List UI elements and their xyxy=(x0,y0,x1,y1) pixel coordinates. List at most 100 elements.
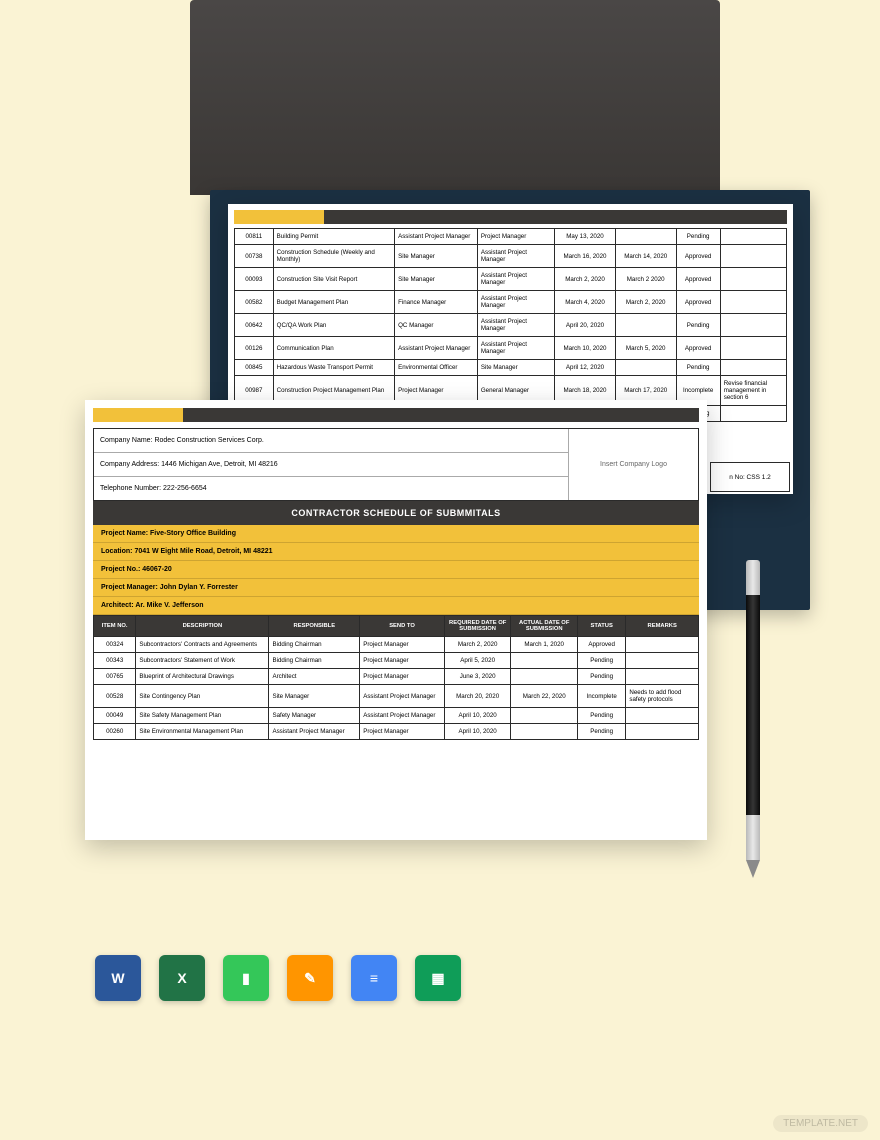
cell-desc: QC/QA Work Plan xyxy=(273,314,394,337)
cell-resp: Assistant Project Manager xyxy=(269,724,360,740)
cell-req: March 4, 2020 xyxy=(555,291,616,314)
cell-rem xyxy=(626,653,699,669)
cell-item: 00049 xyxy=(94,708,136,724)
col-desc: DESCRIPTION xyxy=(136,616,269,637)
cell-rem xyxy=(720,268,786,291)
cell-req: April 20, 2020 xyxy=(555,314,616,337)
cell-desc: Communication Plan xyxy=(273,337,394,360)
table-row: 00738Construction Schedule (Weekly and M… xyxy=(235,245,787,268)
cell-send: Assistant Project Manager xyxy=(477,337,554,360)
cell-send: Project Manager xyxy=(360,724,445,740)
cell-req: March 16, 2020 xyxy=(555,245,616,268)
cell-act: March 2, 2020 xyxy=(615,291,676,314)
cell-stat: Pending xyxy=(676,314,720,337)
cell-rem: Revise financial management in section 6 xyxy=(720,376,786,406)
cell-rem xyxy=(720,291,786,314)
cell-send: Assistant Project Manager xyxy=(477,314,554,337)
meta-location: Location: 7041 W Eight Mile Road, Detroi… xyxy=(93,543,699,561)
table-row: 00582Budget Management PlanFinance Manag… xyxy=(235,291,787,314)
cell-stat: Pending xyxy=(676,229,720,245)
cell-req: March 20, 2020 xyxy=(444,685,511,708)
cell-stat: Pending xyxy=(577,708,625,724)
company-info-block: Company Name: Rodec Construction Service… xyxy=(93,428,699,501)
cell-rem xyxy=(720,360,786,376)
cell-req: April 10, 2020 xyxy=(444,724,511,740)
cell-rem xyxy=(720,229,786,245)
cell-stat: Incomplete xyxy=(577,685,625,708)
cell-act xyxy=(511,724,578,740)
pen-prop xyxy=(746,560,760,890)
table-row: 00324Subcontractors' Contracts and Agree… xyxy=(94,637,699,653)
cell-desc: Subcontractors' Statement of Work xyxy=(136,653,269,669)
cell-act: March 22, 2020 xyxy=(511,685,578,708)
table-row: 00343Subcontractors' Statement of WorkBi… xyxy=(94,653,699,669)
cell-item: 00093 xyxy=(235,268,274,291)
cell-stat: Approved xyxy=(676,245,720,268)
cell-item: 00343 xyxy=(94,653,136,669)
cell-desc: Budget Management Plan xyxy=(273,291,394,314)
col-resp: RESPONSIBLE xyxy=(269,616,360,637)
cell-send: Project Manager xyxy=(360,669,445,685)
cell-item: 00324 xyxy=(94,637,136,653)
cell-stat: Approved xyxy=(676,268,720,291)
table-row: 00642QC/QA Work PlanQC ManagerAssistant … xyxy=(235,314,787,337)
apple-pages-icon[interactable]: ✎ xyxy=(287,955,333,1001)
cell-act: March 2 2020 xyxy=(615,268,676,291)
cell-resp: Site Manager xyxy=(395,268,478,291)
cell-resp: Bidding Chairman xyxy=(269,653,360,669)
cell-resp: Site Manager xyxy=(395,245,478,268)
cell-rem xyxy=(626,724,699,740)
table-row: 00049Site Safety Management PlanSafety M… xyxy=(94,708,699,724)
cell-rem xyxy=(626,637,699,653)
watermark: TEMPLATE.NET xyxy=(773,1115,868,1132)
cell-desc: Site Contingency Plan xyxy=(136,685,269,708)
excel-icon[interactable]: X xyxy=(159,955,205,1001)
cell-desc: Site Safety Management Plan xyxy=(136,708,269,724)
cell-req: April 12, 2020 xyxy=(555,360,616,376)
cell-rem xyxy=(626,708,699,724)
word-icon[interactable]: W xyxy=(95,955,141,1001)
meta-project-name: Project Name: Five-Story Office Building xyxy=(93,525,699,543)
table-row: 00093Construction Site Visit ReportSite … xyxy=(235,268,787,291)
cell-resp: Assistant Project Manager xyxy=(395,337,478,360)
cell-item: 00528 xyxy=(94,685,136,708)
cell-rem xyxy=(720,245,786,268)
meta-architect: Architect: Ar. Mike V. Jefferson xyxy=(93,597,699,615)
company-phone: Telephone Number: 222-256-6654 xyxy=(94,477,568,500)
cell-send: Site Manager xyxy=(477,360,554,376)
table-row: 00260Site Environmental Management PlanA… xyxy=(94,724,699,740)
company-address: Company Address: 1446 Michigan Ave, Detr… xyxy=(94,453,568,477)
col-act: ACTUAL DATE OF SUBMISSION xyxy=(511,616,578,637)
cell-resp: Site Manager xyxy=(269,685,360,708)
cell-resp: Finance Manager xyxy=(395,291,478,314)
cell-stat: Pending xyxy=(577,669,625,685)
version-label: n No: CSS 1.2 xyxy=(729,474,771,481)
cell-item: 00845 xyxy=(235,360,274,376)
cell-stat: Pending xyxy=(676,360,720,376)
document-title: CONTRACTOR SCHEDULE OF SUBMMITALS xyxy=(93,501,699,525)
header-stripe xyxy=(234,210,787,224)
cell-desc: Subcontractors' Contracts and Agreements xyxy=(136,637,269,653)
cell-stat: Approved xyxy=(676,291,720,314)
cell-resp: Architect xyxy=(269,669,360,685)
cell-rem xyxy=(720,406,786,422)
cell-req: March 2, 2020 xyxy=(555,268,616,291)
cell-item: 00738 xyxy=(235,245,274,268)
project-meta-block: Project Name: Five-Story Office Building… xyxy=(93,525,699,615)
cell-item: 00642 xyxy=(235,314,274,337)
cell-item: 00811 xyxy=(235,229,274,245)
cell-act: March 5, 2020 xyxy=(615,337,676,360)
meta-project-no: Project No.: 46067-20 xyxy=(93,561,699,579)
apple-numbers-icon[interactable]: ▮ xyxy=(223,955,269,1001)
google-sheets-icon[interactable]: ▦ xyxy=(415,955,461,1001)
cell-item: 00765 xyxy=(94,669,136,685)
cell-req: March 10, 2020 xyxy=(555,337,616,360)
cell-desc: Site Environmental Management Plan xyxy=(136,724,269,740)
google-docs-icon[interactable]: ≡ xyxy=(351,955,397,1001)
table-row: 00845Hazardous Waste Transport PermitEnv… xyxy=(235,360,787,376)
cell-act xyxy=(615,360,676,376)
col-stat: STATUS xyxy=(577,616,625,637)
cell-desc: Building Permit xyxy=(273,229,394,245)
cell-resp: Safety Manager xyxy=(269,708,360,724)
cell-rem xyxy=(720,337,786,360)
